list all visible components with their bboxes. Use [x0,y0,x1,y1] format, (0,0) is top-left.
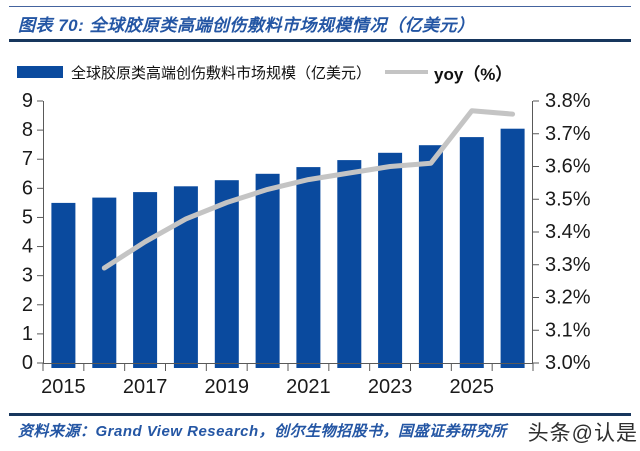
bar-2026 [500,128,525,368]
right-axis-label: 3.4% [545,221,591,243]
bar-2017 [133,192,158,368]
x-axis-label: 2017 [123,376,168,398]
title-divider-rule [9,39,631,42]
right-axis-label: 3.1% [545,319,591,341]
bar-2022 [337,160,362,368]
bar-2020 [255,173,280,368]
bar-series-swatch-icon [17,66,63,78]
bar-2025 [459,137,484,368]
yoy-line [101,108,516,271]
bar-2021 [296,167,321,368]
bar-2023 [378,152,403,368]
right-axis-label: 3.6% [545,156,591,178]
top-rule [9,6,631,7]
left-axis-label: 4 [22,236,33,258]
bar-2024 [418,145,443,368]
right-axis-label: 3.7% [545,123,591,145]
bar-2016 [92,197,117,368]
line-series-swatch-icon [385,70,429,74]
x-axis-label: 2021 [286,376,331,398]
bar-2015 [51,202,76,368]
left-axis-label: 0 [22,352,33,374]
footer-divider-rule [9,413,631,416]
x-axis-label: 2015 [41,376,86,398]
legend: 全球胶原类高端创伤敷料市场规模（亿美元） yoy（%） [17,62,513,84]
left-axis-label: 9 [22,90,33,112]
left-axis-label: 5 [22,206,33,228]
right-axis-label: 3.0% [545,352,591,374]
left-axis-label: 2 [22,294,33,316]
watermark: 头条@认是 [527,422,638,445]
left-axis-label: 1 [22,323,33,345]
right-axis-label: 3.8% [545,90,591,112]
left-axis-label: 3 [22,265,33,287]
x-axis-label: 2023 [368,376,413,398]
x-axis-label: 2019 [205,376,250,398]
bar-series-label: 全球胶原类高端创伤敷料市场规模（亿美元） [71,64,372,82]
bar-2019 [214,180,239,368]
right-axis-label: 3.5% [545,188,591,210]
right-axis-label: 3.2% [545,287,591,309]
line-series-label: yoy（%） [434,64,513,84]
chart-title: 图表 70: 全球胶原类高端创伤敷料市场规模情况（亿美元） [18,16,475,35]
x-axis-label: 2025 [450,376,495,398]
left-axis-label: 8 [22,119,33,141]
source-note: 资料来源：Grand View Research，创尔生物招股书，国盛证券研究所 [18,423,507,440]
left-axis-label: 6 [22,177,33,199]
left-axis-label: 7 [22,148,33,170]
right-axis-label: 3.3% [545,254,591,276]
